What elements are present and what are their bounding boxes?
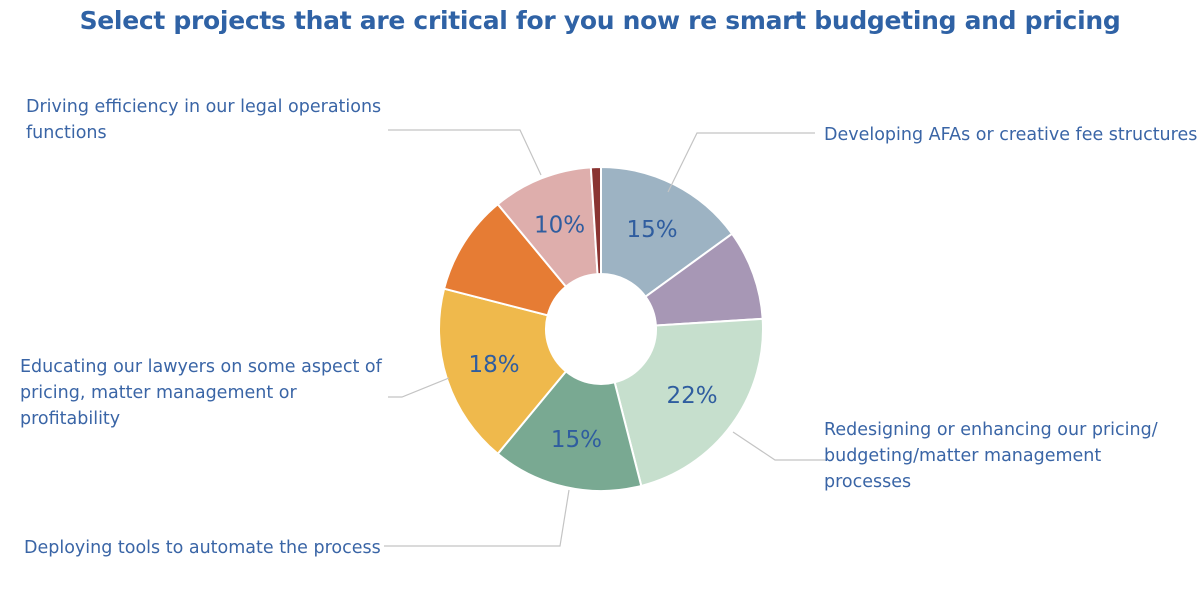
chart-title: Select projects that are critical for yo… xyxy=(79,6,1121,35)
slice-value-label: 10% xyxy=(534,212,585,238)
donut-slices xyxy=(438,165,764,492)
leader-line xyxy=(667,132,815,193)
donut-slice xyxy=(496,369,643,492)
category-labels: Developing AFAs or creative fee structur… xyxy=(20,97,1197,558)
leader-line xyxy=(388,377,450,398)
slice-category-label: Deploying tools to automate the process xyxy=(24,538,381,558)
slice-category-label: Driving efficiency in our legal operatio… xyxy=(26,97,381,143)
donut-slice xyxy=(600,165,734,299)
leader-line xyxy=(732,431,826,461)
leader-line xyxy=(384,489,570,547)
slice-value-label: 22% xyxy=(666,383,717,409)
leader-line xyxy=(388,129,542,176)
slice-value-label: 18% xyxy=(468,352,519,378)
leader-lines xyxy=(384,129,826,547)
slice-category-label: Developing AFAs or creative fee structur… xyxy=(824,125,1197,145)
value-labels: 15% 22% 15% 18% 10% xyxy=(468,212,717,452)
slice-value-label: 15% xyxy=(551,427,602,453)
donut-slice xyxy=(438,287,568,456)
slice-category-label: Educating our lawyers on some aspect of p… xyxy=(20,357,383,429)
slice-value-label: 15% xyxy=(627,217,678,243)
donut-slice xyxy=(589,165,602,276)
donut-slice xyxy=(613,317,764,488)
slice-category-label: Redesigning or enhancing our pricing/bud… xyxy=(824,420,1158,492)
